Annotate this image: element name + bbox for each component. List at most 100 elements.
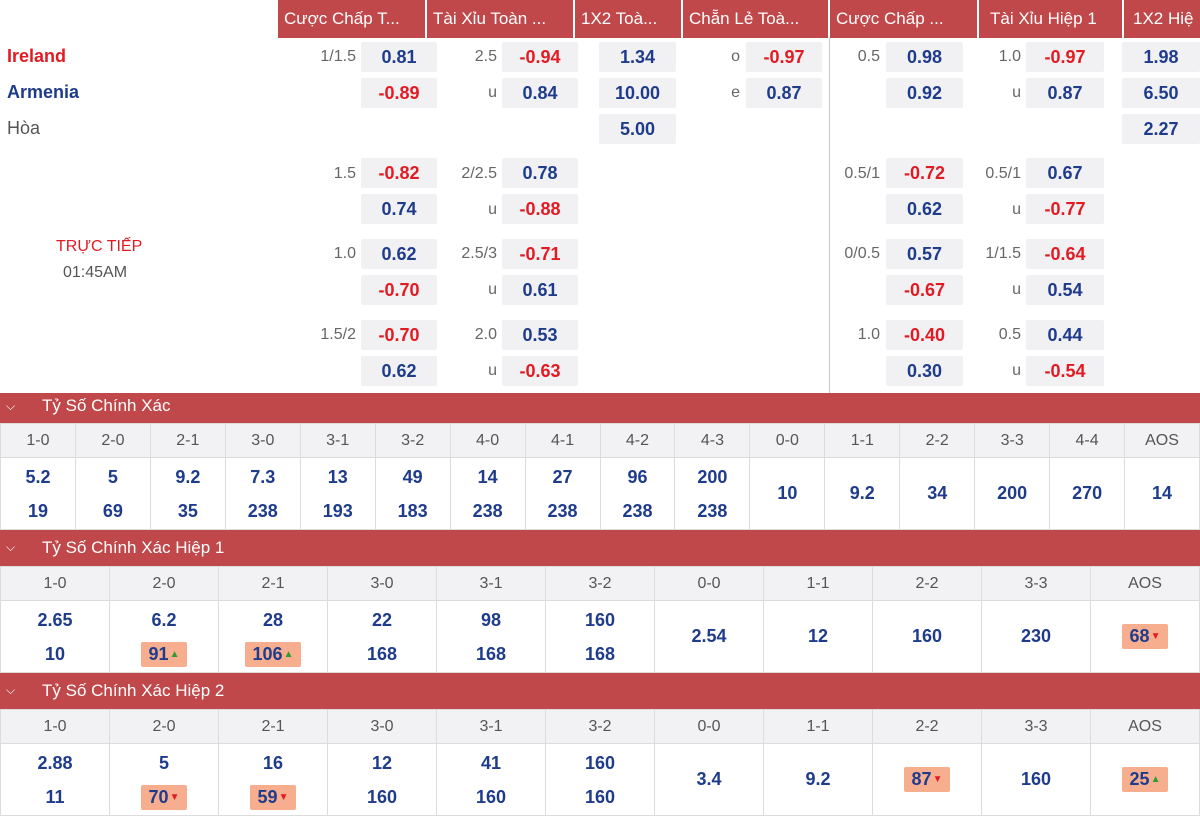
score-odd-bottom[interactable]: 59▼ — [249, 780, 297, 814]
score-odd-bottom[interactable]: 106▲ — [244, 637, 302, 671]
score-odds-cell[interactable]: 160 — [981, 743, 1091, 816]
score-odds-cell[interactable]: 87▼ — [872, 743, 982, 816]
h1-handicap-home-odd[interactable]: 0.98 — [886, 42, 963, 72]
score-odds-cell[interactable]: 28 106▲ — [218, 600, 328, 673]
col-header-odd-even-ft[interactable]: Chẵn Lẻ Toà... — [683, 0, 828, 38]
h1-handicap-away-odd[interactable]: -0.67 — [886, 275, 963, 305]
score-odd-bottom[interactable]: 238 — [248, 494, 278, 528]
score-odd-bottom[interactable]: 238 — [697, 494, 727, 528]
score-odd-top[interactable]: 7.3 — [250, 460, 275, 494]
score-odd-top[interactable]: 16 — [263, 746, 283, 780]
col-header-handicap-ft[interactable]: Cược Chấp T... — [278, 0, 425, 38]
odds-changed-chip[interactable]: 25▲ — [1121, 766, 1169, 793]
score-odds-cell[interactable]: 96 238 — [599, 457, 676, 530]
score-odds-cell[interactable]: 160 — [872, 600, 982, 673]
score-odd-top[interactable]: 160 — [585, 603, 615, 637]
over-odd[interactable]: -0.94 — [502, 42, 578, 72]
col-header-over-under-h1[interactable]: Tài Xỉu Hiệp 1 — [979, 0, 1122, 38]
score-odds-cell[interactable]: 25▲ — [1090, 743, 1200, 816]
h1-handicap-away-odd[interactable]: 0.30 — [886, 356, 963, 386]
h1-under-odd[interactable]: 0.54 — [1026, 275, 1104, 305]
handicap-home-odd[interactable]: -0.70 — [361, 320, 437, 350]
score-odd-bottom[interactable]: 168 — [367, 637, 397, 671]
h1-over-odd[interactable]: -0.97 — [1026, 42, 1104, 72]
h1-handicap-home-odd[interactable]: -0.72 — [886, 158, 963, 188]
odds-changed-chip[interactable]: 68▼ — [1121, 623, 1169, 650]
score-odd-bottom[interactable]: 10 — [45, 637, 65, 671]
score-odds-cell[interactable]: 6.2 91▲ — [109, 600, 219, 673]
score-odds-cell[interactable]: 10 — [749, 457, 826, 530]
score-odds-cell[interactable]: 16 59▼ — [218, 743, 328, 816]
score-odd-bottom[interactable]: 35 — [178, 494, 198, 528]
score-odds-cell[interactable]: 12 160 — [327, 743, 437, 816]
h1-over-odd[interactable]: -0.64 — [1026, 239, 1104, 269]
score-odd-top[interactable]: 6.2 — [151, 603, 176, 637]
1x2-away-odd[interactable]: 10.00 — [599, 78, 676, 108]
score-odds-cell[interactable]: 200 — [974, 457, 1051, 530]
exact-score-h2-header[interactable]: ⌵ Tỷ Số Chính Xác Hiệp 2 — [0, 673, 1200, 709]
h1-handicap-home-odd[interactable]: -0.40 — [886, 320, 963, 350]
h1-handicap-home-odd[interactable]: 0.57 — [886, 239, 963, 269]
chevron-down-icon[interactable]: ⌵ — [6, 683, 16, 697]
score-odd-bottom[interactable]: 183 — [398, 494, 428, 528]
score-odd-bottom[interactable]: 160 — [585, 780, 615, 814]
score-odd[interactable]: 12 — [764, 626, 872, 647]
score-odds-cell[interactable]: 27 238 — [524, 457, 601, 530]
score-odd-bottom[interactable]: 238 — [548, 494, 578, 528]
score-odds-cell[interactable]: 12 — [763, 600, 873, 673]
under-odd[interactable]: 0.61 — [502, 275, 578, 305]
odds-changed-chip[interactable]: 59▼ — [249, 784, 297, 810]
score-odd-top[interactable]: 2.65 — [37, 603, 72, 637]
score-odds-cell[interactable]: 9.2 — [824, 457, 901, 530]
score-odd-bottom[interactable]: 168 — [476, 637, 506, 671]
odds-changed-chip[interactable]: 70▼ — [140, 784, 188, 810]
h1-over-odd[interactable]: 0.67 — [1026, 158, 1104, 188]
h1-1x2-away-odd[interactable]: 6.50 — [1122, 78, 1200, 108]
score-odds-cell[interactable]: 9.2 35 — [149, 457, 226, 530]
odds-changed-chip[interactable]: 87▼ — [903, 766, 951, 793]
1x2-home-odd[interactable]: 1.34 — [599, 42, 676, 72]
score-odds-cell[interactable]: 2.65 10 — [0, 600, 110, 673]
handicap-away-odd[interactable]: 0.74 — [361, 194, 437, 224]
score-odd[interactable]: 68▼ — [1091, 623, 1199, 650]
score-odds-cell[interactable]: 5 69 — [74, 457, 151, 530]
score-odds-cell[interactable]: 41 160 — [436, 743, 546, 816]
score-odds-cell[interactable]: 34 — [899, 457, 976, 530]
score-odd-top[interactable]: 160 — [585, 746, 615, 780]
score-odds-cell[interactable]: 5 70▼ — [109, 743, 219, 816]
over-odd[interactable]: 0.78 — [502, 158, 578, 188]
handicap-away-odd[interactable]: 0.62 — [361, 356, 437, 386]
score-odd[interactable]: 10 — [750, 483, 824, 504]
h1-under-odd[interactable]: 0.87 — [1026, 78, 1104, 108]
score-odd[interactable]: 2.54 — [655, 626, 763, 647]
handicap-home-odd[interactable]: 0.62 — [361, 239, 437, 269]
score-odd[interactable]: 14 — [1125, 483, 1199, 504]
odd-odd[interactable]: -0.97 — [746, 42, 822, 72]
score-odd-bottom[interactable]: 69 — [103, 494, 123, 528]
score-odd[interactable]: 34 — [900, 483, 974, 504]
h1-under-odd[interactable]: -0.77 — [1026, 194, 1104, 224]
under-odd[interactable]: -0.88 — [502, 194, 578, 224]
score-odd-top[interactable]: 28 — [263, 603, 283, 637]
score-odd-top[interactable]: 41 — [481, 746, 501, 780]
score-odd[interactable]: 9.2 — [764, 769, 872, 790]
score-odds-cell[interactable]: 5.2 19 — [0, 457, 76, 530]
score-odds-cell[interactable]: 2.54 — [654, 600, 764, 673]
exact-score-h1-header[interactable]: ⌵ Tỷ Số Chính Xác Hiệp 1 — [0, 530, 1200, 566]
1x2-draw-odd[interactable]: 5.00 — [599, 114, 676, 144]
chevron-down-icon[interactable]: ⌵ — [6, 399, 16, 413]
score-odds-cell[interactable]: 2.88 11 — [0, 743, 110, 816]
h1-1x2-draw-odd[interactable]: 2.27 — [1122, 114, 1200, 144]
score-odd-top[interactable]: 27 — [553, 460, 573, 494]
score-odd-top[interactable]: 96 — [627, 460, 647, 494]
h1-handicap-away-odd[interactable]: 0.62 — [886, 194, 963, 224]
score-odds-cell[interactable]: 14 238 — [449, 457, 526, 530]
score-odd-bottom[interactable]: 193 — [323, 494, 353, 528]
score-odds-cell[interactable]: 7.3 238 — [224, 457, 301, 530]
score-odd[interactable]: 87▼ — [873, 766, 981, 793]
odds-changed-chip[interactable]: 91▲ — [140, 641, 188, 667]
score-odd[interactable]: 25▲ — [1091, 766, 1199, 793]
score-odd-bottom[interactable]: 11 — [45, 780, 64, 814]
score-odd-bottom[interactable]: 70▼ — [140, 780, 188, 814]
score-odd[interactable]: 200 — [975, 483, 1049, 504]
